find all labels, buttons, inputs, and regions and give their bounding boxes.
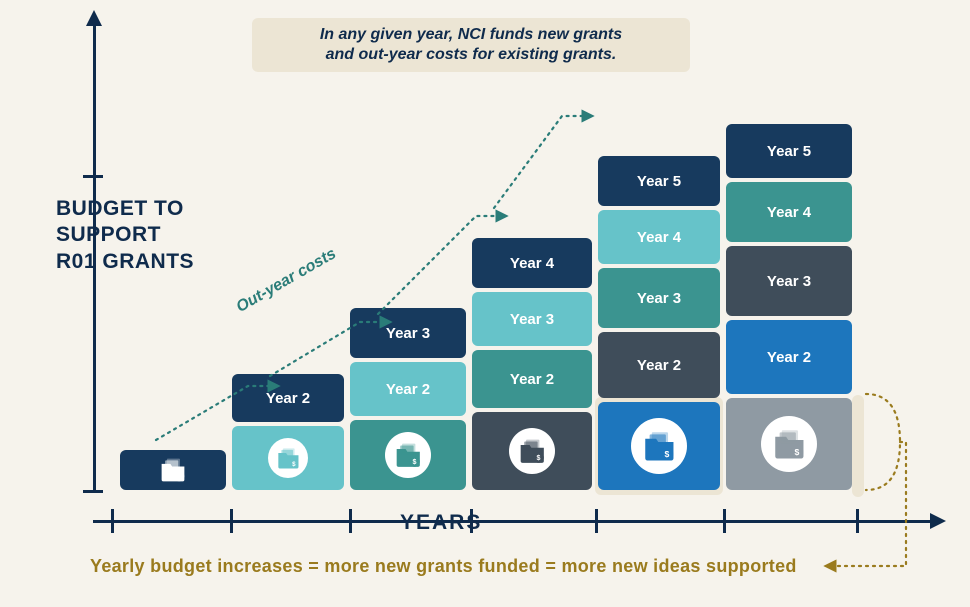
grant-base-block: $: [472, 412, 592, 490]
year-block: Year 2: [472, 350, 592, 408]
grant-base-block: $: [598, 402, 720, 490]
out-year-costs-label: Out-year costs: [234, 245, 340, 317]
year-column: $ Year 2Year 3Year 4Year 5: [598, 152, 720, 490]
year-column: $ Year 2Year 3Year 4Year 5: [726, 120, 852, 490]
year-block: Year 5: [726, 124, 852, 178]
year-block: Year 4: [598, 210, 720, 264]
year-block: Year 2: [350, 362, 466, 416]
x-axis-tick: [111, 509, 114, 533]
x-axis-tick: [595, 509, 598, 533]
grant-base-block: $: [726, 398, 852, 490]
x-axis-tick: [856, 509, 859, 533]
year-block: Year 5: [598, 156, 720, 206]
year-block: Year 2: [598, 332, 720, 398]
year-block: Year 3: [726, 246, 852, 316]
grant-base-block: $: [120, 450, 226, 490]
year-block: Year 4: [472, 238, 592, 288]
year-column: $ Year 2Year 3Year 4: [472, 234, 592, 490]
x-axis-tick: [723, 509, 726, 533]
y-axis-arrow: [86, 10, 102, 26]
x-axis-tick: [349, 509, 352, 533]
folder-dollar-icon: $: [631, 418, 687, 474]
svg-text:$: $: [794, 447, 799, 457]
pale-backdrop: [852, 395, 864, 497]
year-block: Year 3: [472, 292, 592, 346]
folder-dollar-icon: $: [761, 416, 817, 472]
x-axis: [93, 520, 933, 523]
x-axis-title: YEARS: [400, 511, 482, 535]
year-block: Year 3: [350, 308, 466, 358]
grant-base-block: $: [232, 426, 344, 490]
svg-text:$: $: [536, 454, 540, 462]
folder-dollar-icon: $: [268, 438, 308, 478]
year-column: $ Year 2Year 3: [350, 304, 466, 490]
svg-text:$: $: [664, 449, 669, 459]
y-axis-title: BUDGET TOSUPPORTR01 GRANTS: [56, 196, 194, 275]
svg-text:$: $: [177, 474, 181, 481]
x-axis-arrow: [930, 513, 946, 529]
year-column: $: [120, 446, 226, 490]
grant-base-block: $: [350, 420, 466, 490]
y-axis-tick: [83, 490, 103, 493]
y-axis-tick: [83, 175, 103, 178]
year-column: $ Year 2: [232, 370, 344, 490]
year-block: Year 3: [598, 268, 720, 328]
year-block: Year 2: [232, 374, 344, 422]
callout-box: In any given year, NCI funds new grantsa…: [252, 18, 690, 72]
year-block: Year 2: [726, 320, 852, 394]
year-block: Year 4: [726, 182, 852, 242]
svg-text:$: $: [292, 461, 296, 468]
folder-dollar-icon: $: [385, 432, 431, 478]
x-axis-tick: [230, 509, 233, 533]
svg-text:$: $: [412, 458, 416, 466]
bottom-caption: Yearly budget increases = more new grant…: [90, 556, 797, 577]
folder-dollar-icon: $: [509, 428, 555, 474]
